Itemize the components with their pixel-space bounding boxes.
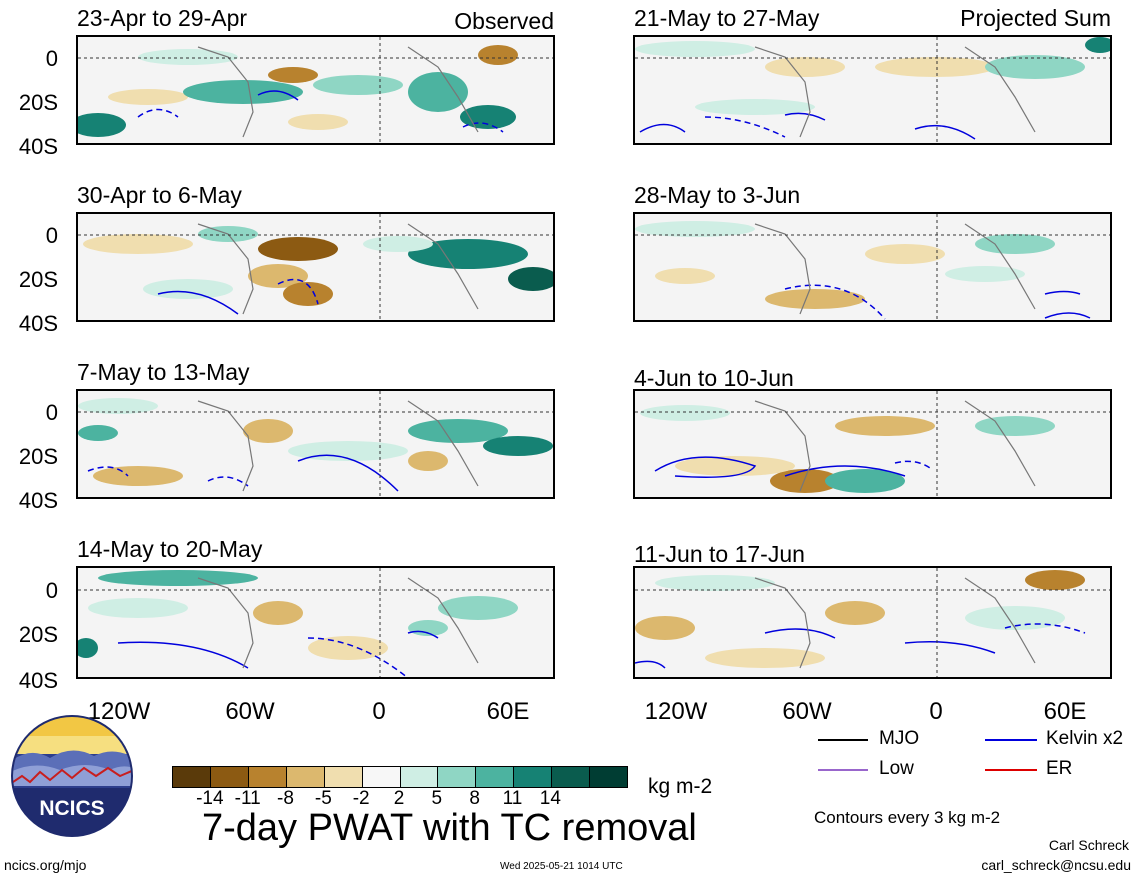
main-title: 7-day PWAT with TC removal: [202, 807, 697, 849]
panel-title-right-1: 21-May to 27-May: [634, 5, 820, 31]
map-panel-right-4: [633, 566, 1112, 679]
colorbar-swatch: [552, 767, 591, 787]
mjo-line: [818, 739, 868, 741]
panel-title-left-1: 23-Apr to 29-Apr: [77, 5, 248, 31]
panel-title-left-3: 7-May to 13-May: [77, 359, 250, 385]
colorbar-swatch: [210, 767, 249, 787]
map-panel-right-3: [633, 389, 1112, 499]
map-panel-left-2: [76, 212, 555, 322]
lat-label-40s: 40S: [18, 134, 58, 159]
panel-title-right-2: 28-May to 3-Jun: [634, 182, 801, 208]
projected-label: Projected Sum: [960, 5, 1111, 31]
lat-label-0: 0: [45, 223, 58, 248]
lon-label-60e: 60E: [1043, 698, 1087, 725]
map-panel-left-4: [76, 566, 555, 679]
lat-label-40s: 40S: [18, 311, 58, 336]
lat-label-0: 0: [45, 578, 58, 603]
colorbar-tick-label: -8: [277, 788, 294, 809]
colorbar-tick-label: -11: [234, 788, 261, 809]
colorbar: [172, 766, 628, 788]
map-panel-right-1: [633, 35, 1112, 145]
logo-text: NCICS: [39, 797, 104, 820]
colorbar-swatch: [286, 767, 325, 787]
colorbar-swatch: [590, 767, 628, 787]
legend-er: ER: [1046, 758, 1073, 779]
lat-label-40s: 40S: [18, 488, 58, 513]
footer-timestamp: Wed 2025-05-21 1014 UTC: [500, 861, 623, 872]
lat-label-0: 0: [45, 46, 58, 71]
colorbar-tick-label: 2: [393, 788, 405, 809]
colorbar-tick-label: -2: [352, 788, 370, 809]
colorbar-swatch: [438, 767, 477, 787]
er-line: [985, 769, 1037, 771]
colorbar-swatch: [514, 767, 553, 787]
lat-label-40s: 40S: [18, 668, 58, 693]
footer-url[interactable]: ncics.org/mjo: [4, 857, 87, 873]
panel-title-left-2: 30-Apr to 6-May: [77, 182, 242, 208]
kelvin-line: [985, 739, 1037, 741]
observed-label: Observed: [454, 8, 554, 34]
lat-label-20s: 20S: [18, 622, 58, 647]
colorbar-tick-label: -5: [314, 788, 332, 809]
colorbar-tick-label: 5: [431, 788, 443, 809]
legend-low: Low: [879, 758, 914, 779]
panel-title-right-3: 4-Jun to 10-Jun: [634, 365, 794, 391]
ncics-logo: NCICS: [10, 714, 134, 838]
lat-label-20s: 20S: [18, 444, 58, 469]
colorbar-swatch: [400, 767, 439, 787]
lat-label-20s: 20S: [18, 267, 58, 292]
low-line: [818, 769, 868, 771]
colorbar-swatch: [476, 767, 515, 787]
lon-label-120w: 120W: [87, 698, 151, 725]
map-panel-right-2: [633, 212, 1112, 322]
panel-title-right-4: 11-Jun to 17-Jun: [634, 541, 805, 567]
footer-email[interactable]: carl_schreck@ncsu.edu: [981, 857, 1131, 873]
legend-kelvin: Kelvin x2: [1046, 728, 1124, 749]
map-panel-left-1: [76, 35, 555, 145]
lon-label-0: 0: [372, 698, 386, 725]
legend-mjo: MJO: [879, 728, 920, 749]
colorbar-tick-label: 14: [539, 788, 561, 809]
colorbar-tick-label: 8: [469, 788, 480, 809]
colorbar-units: kg m-2: [648, 775, 713, 798]
colorbar-tick-label: -14: [196, 788, 224, 809]
lon-label-0: 0: [929, 698, 943, 725]
panel-title-left-4: 14-May to 20-May: [77, 536, 263, 562]
contours-note: Contours every 3 kg m-2: [814, 808, 1001, 827]
colorbar-swatch: [248, 767, 287, 787]
lon-label-60w: 60W: [225, 698, 275, 725]
map-panel-left-3: [76, 389, 555, 499]
colorbar-swatch: [362, 767, 401, 787]
lon-label-60w: 60W: [782, 698, 832, 725]
colorbar-tick-label: 11: [502, 788, 523, 809]
colorbar-swatch: [324, 767, 363, 787]
footer-author: Carl Schreck: [1048, 837, 1129, 853]
lat-label-0: 0: [45, 400, 58, 425]
lon-label-120w: 120W: [644, 698, 708, 725]
lon-label-60e: 60E: [486, 698, 530, 725]
lat-label-20s: 20S: [18, 90, 58, 115]
colorbar-swatch: [173, 767, 211, 787]
